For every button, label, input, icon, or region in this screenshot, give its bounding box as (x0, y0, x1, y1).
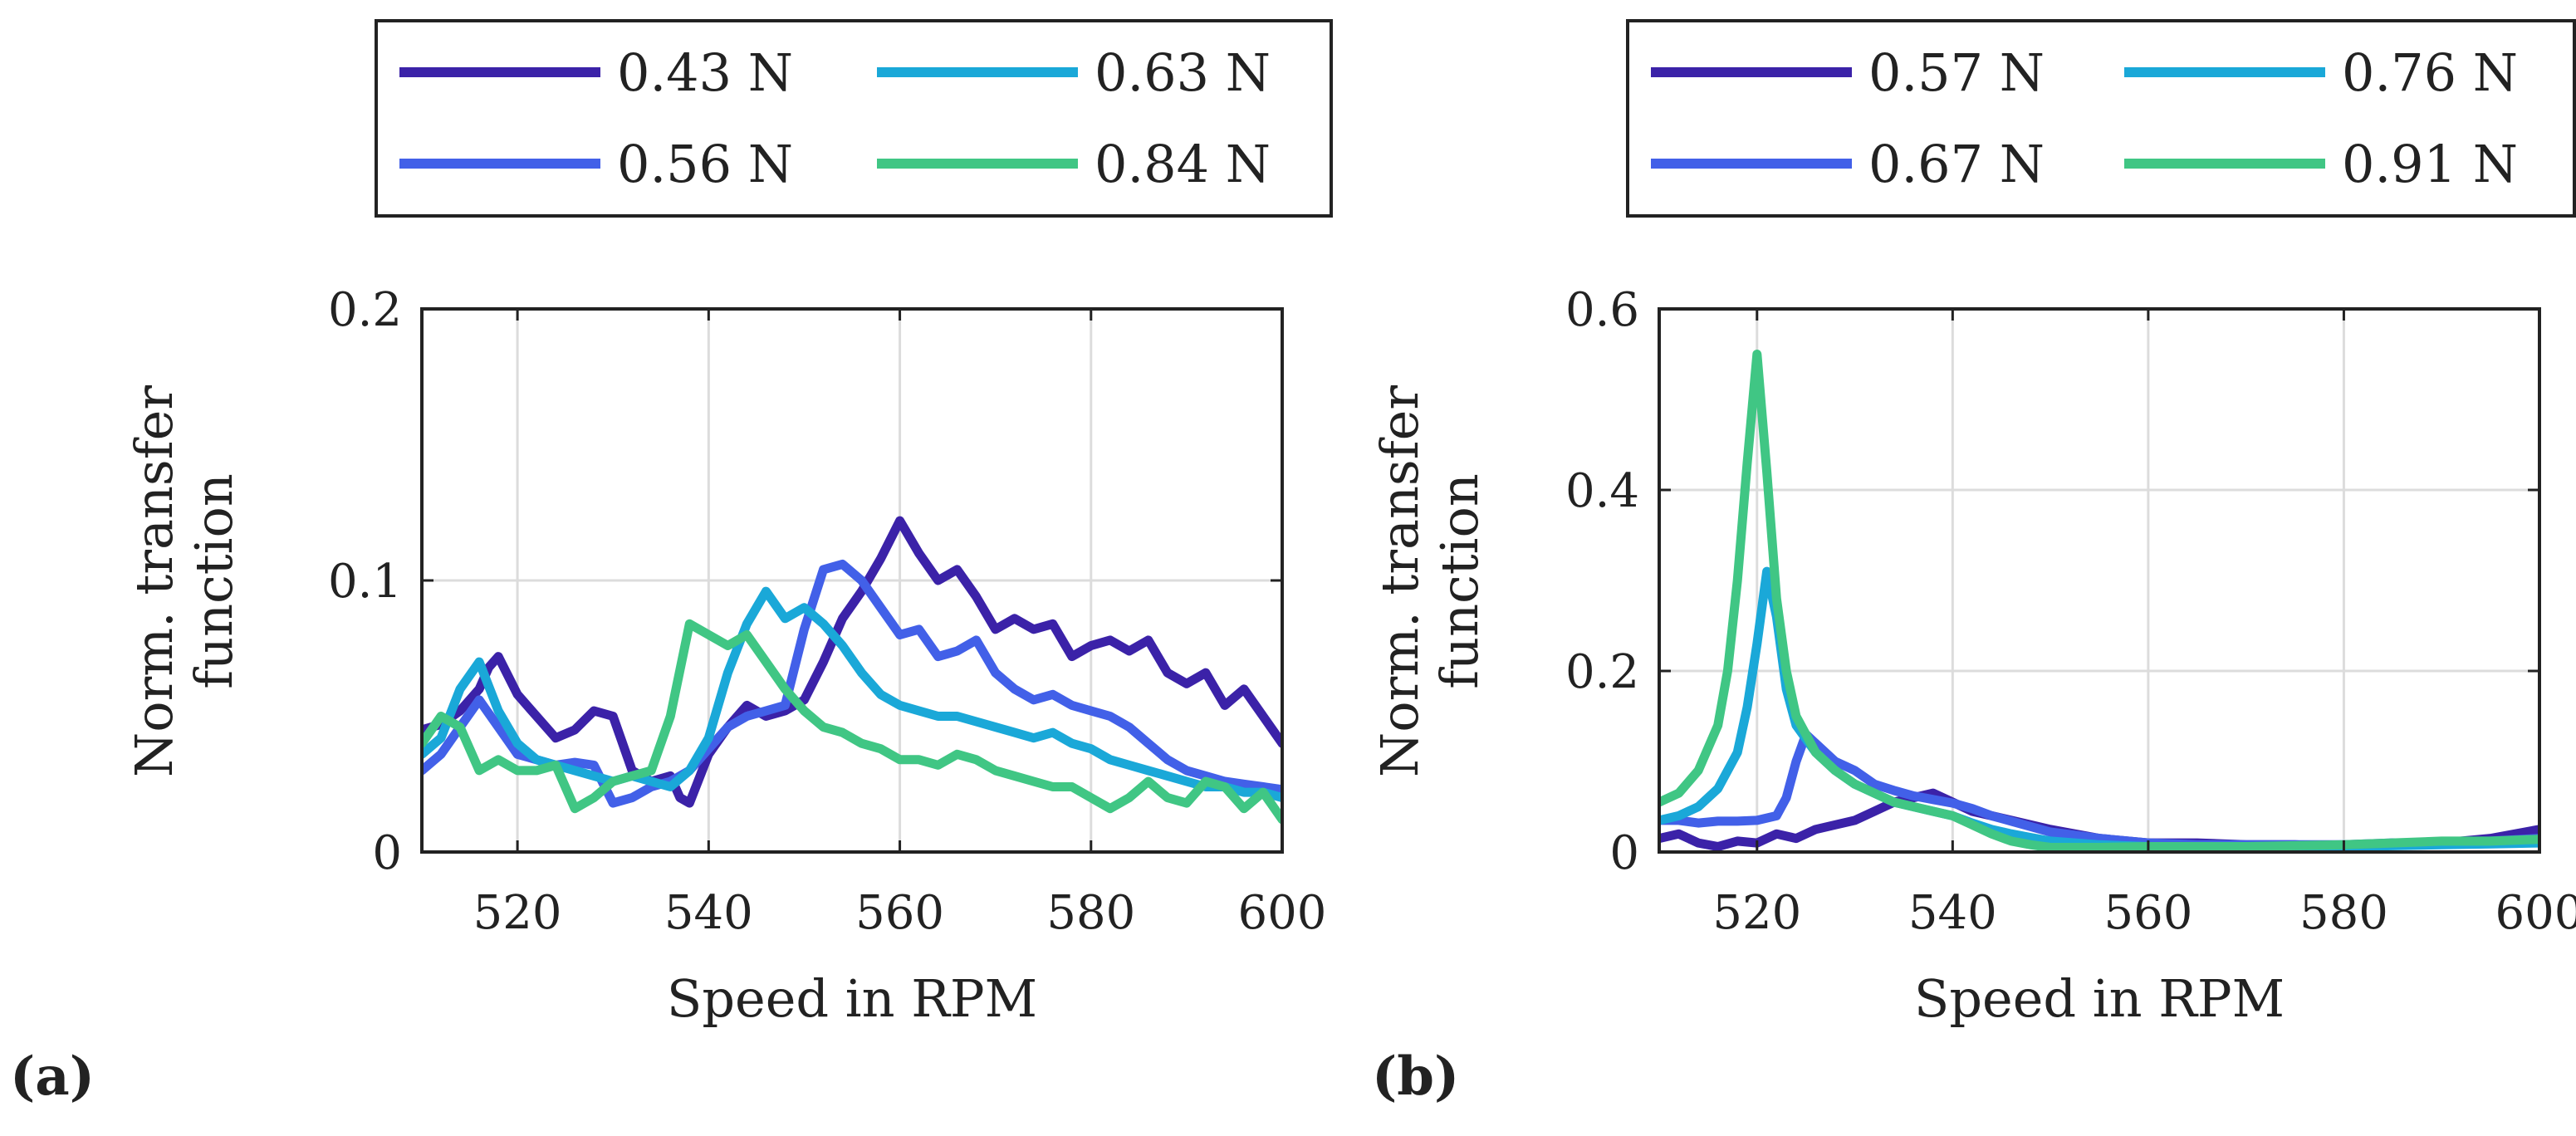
legend-item: 0.84 N (877, 134, 1271, 194)
y-tick-label: 0.2 (1565, 645, 1639, 699)
y-tick-label: 0.6 (1565, 283, 1639, 337)
y-axis-label-line: function (184, 473, 244, 689)
x-tick-label: 600 (2495, 886, 2576, 940)
x-tick-label: 520 (1712, 886, 1801, 940)
x-tick-label: 520 (473, 886, 562, 940)
plot-area (1659, 309, 2539, 852)
y-axis-label-line: Norm. transfer (124, 385, 184, 777)
panel-label: (a) (10, 1045, 95, 1108)
legend-item: 0.63 N (877, 42, 1271, 103)
legend-label: 0.63 N (1095, 42, 1271, 103)
legend-label: 0.57 N (1868, 42, 2045, 103)
legend-label: 0.67 N (1868, 134, 2045, 194)
legend-label: 0.91 N (2342, 134, 2518, 194)
x-axis-label: Speed in RPM (667, 968, 1037, 1029)
x-tick-label: 580 (1046, 886, 1135, 940)
legend-item: 0.57 N (1651, 42, 2045, 103)
legend-label: 0.76 N (2342, 42, 2518, 103)
chart-panel-b: 520 540 560 580 600 0 0.2 0.4 0.6 Speed in RPM Nor… (1369, 19, 2576, 1108)
legend-label: 0.56 N (617, 134, 793, 194)
legend-label: 0.84 N (1095, 134, 1271, 194)
x-tick-label: 580 (2299, 886, 2388, 940)
legend-item: 0.76 N (2124, 42, 2518, 103)
chart-panel-a: 520 540 560 580 600 0 0.1 0.2 Speed in RPM Norm. … (10, 19, 1333, 1108)
legend-item: 0.67 N (1651, 134, 2045, 194)
y-tick-label: 0.4 (1565, 464, 1639, 518)
y-axis-label-line: function (1429, 473, 1490, 689)
x-tick-label: 540 (664, 886, 753, 940)
legend-item: 0.91 N (2124, 134, 2518, 194)
y-axis-label-line: Norm. transfer (1369, 385, 1430, 777)
x-tick-label: 560 (855, 886, 944, 940)
y-tick-label: 0.1 (328, 555, 402, 609)
legend: 0.57 N 0.67 N 0.76 N 0.91 N (1626, 19, 2576, 218)
legend-box (375, 19, 1333, 218)
x-tick-label: 540 (1908, 886, 1997, 940)
legend-item: 0.43 N (399, 42, 793, 103)
axes-box (1658, 307, 2541, 854)
legend-label: 0.43 N (617, 42, 793, 103)
y-tick-label: 0.2 (328, 283, 402, 337)
legend-box (1626, 19, 2576, 218)
panel-label: (b) (1372, 1045, 1459, 1108)
y-tick-label: 0 (1609, 826, 1639, 880)
legend-item: 0.56 N (399, 134, 793, 194)
x-tick-label: 600 (1238, 886, 1327, 940)
y-axis-label: Norm. transferfunction (124, 385, 244, 777)
series-line-0-63-N (422, 586, 1282, 803)
x-axis-label: Speed in RPM (1914, 968, 2285, 1029)
x-tick-label: 560 (2103, 886, 2192, 940)
series-line-0-84-N (422, 619, 1282, 825)
series-line-0-91-N (1659, 350, 2539, 852)
legend: 0.43 N 0.56 N 0.63 N 0.84 N (375, 19, 1333, 218)
y-axis-label: Norm. transferfunction (1369, 385, 1490, 777)
y-tick-label: 0 (372, 826, 402, 880)
